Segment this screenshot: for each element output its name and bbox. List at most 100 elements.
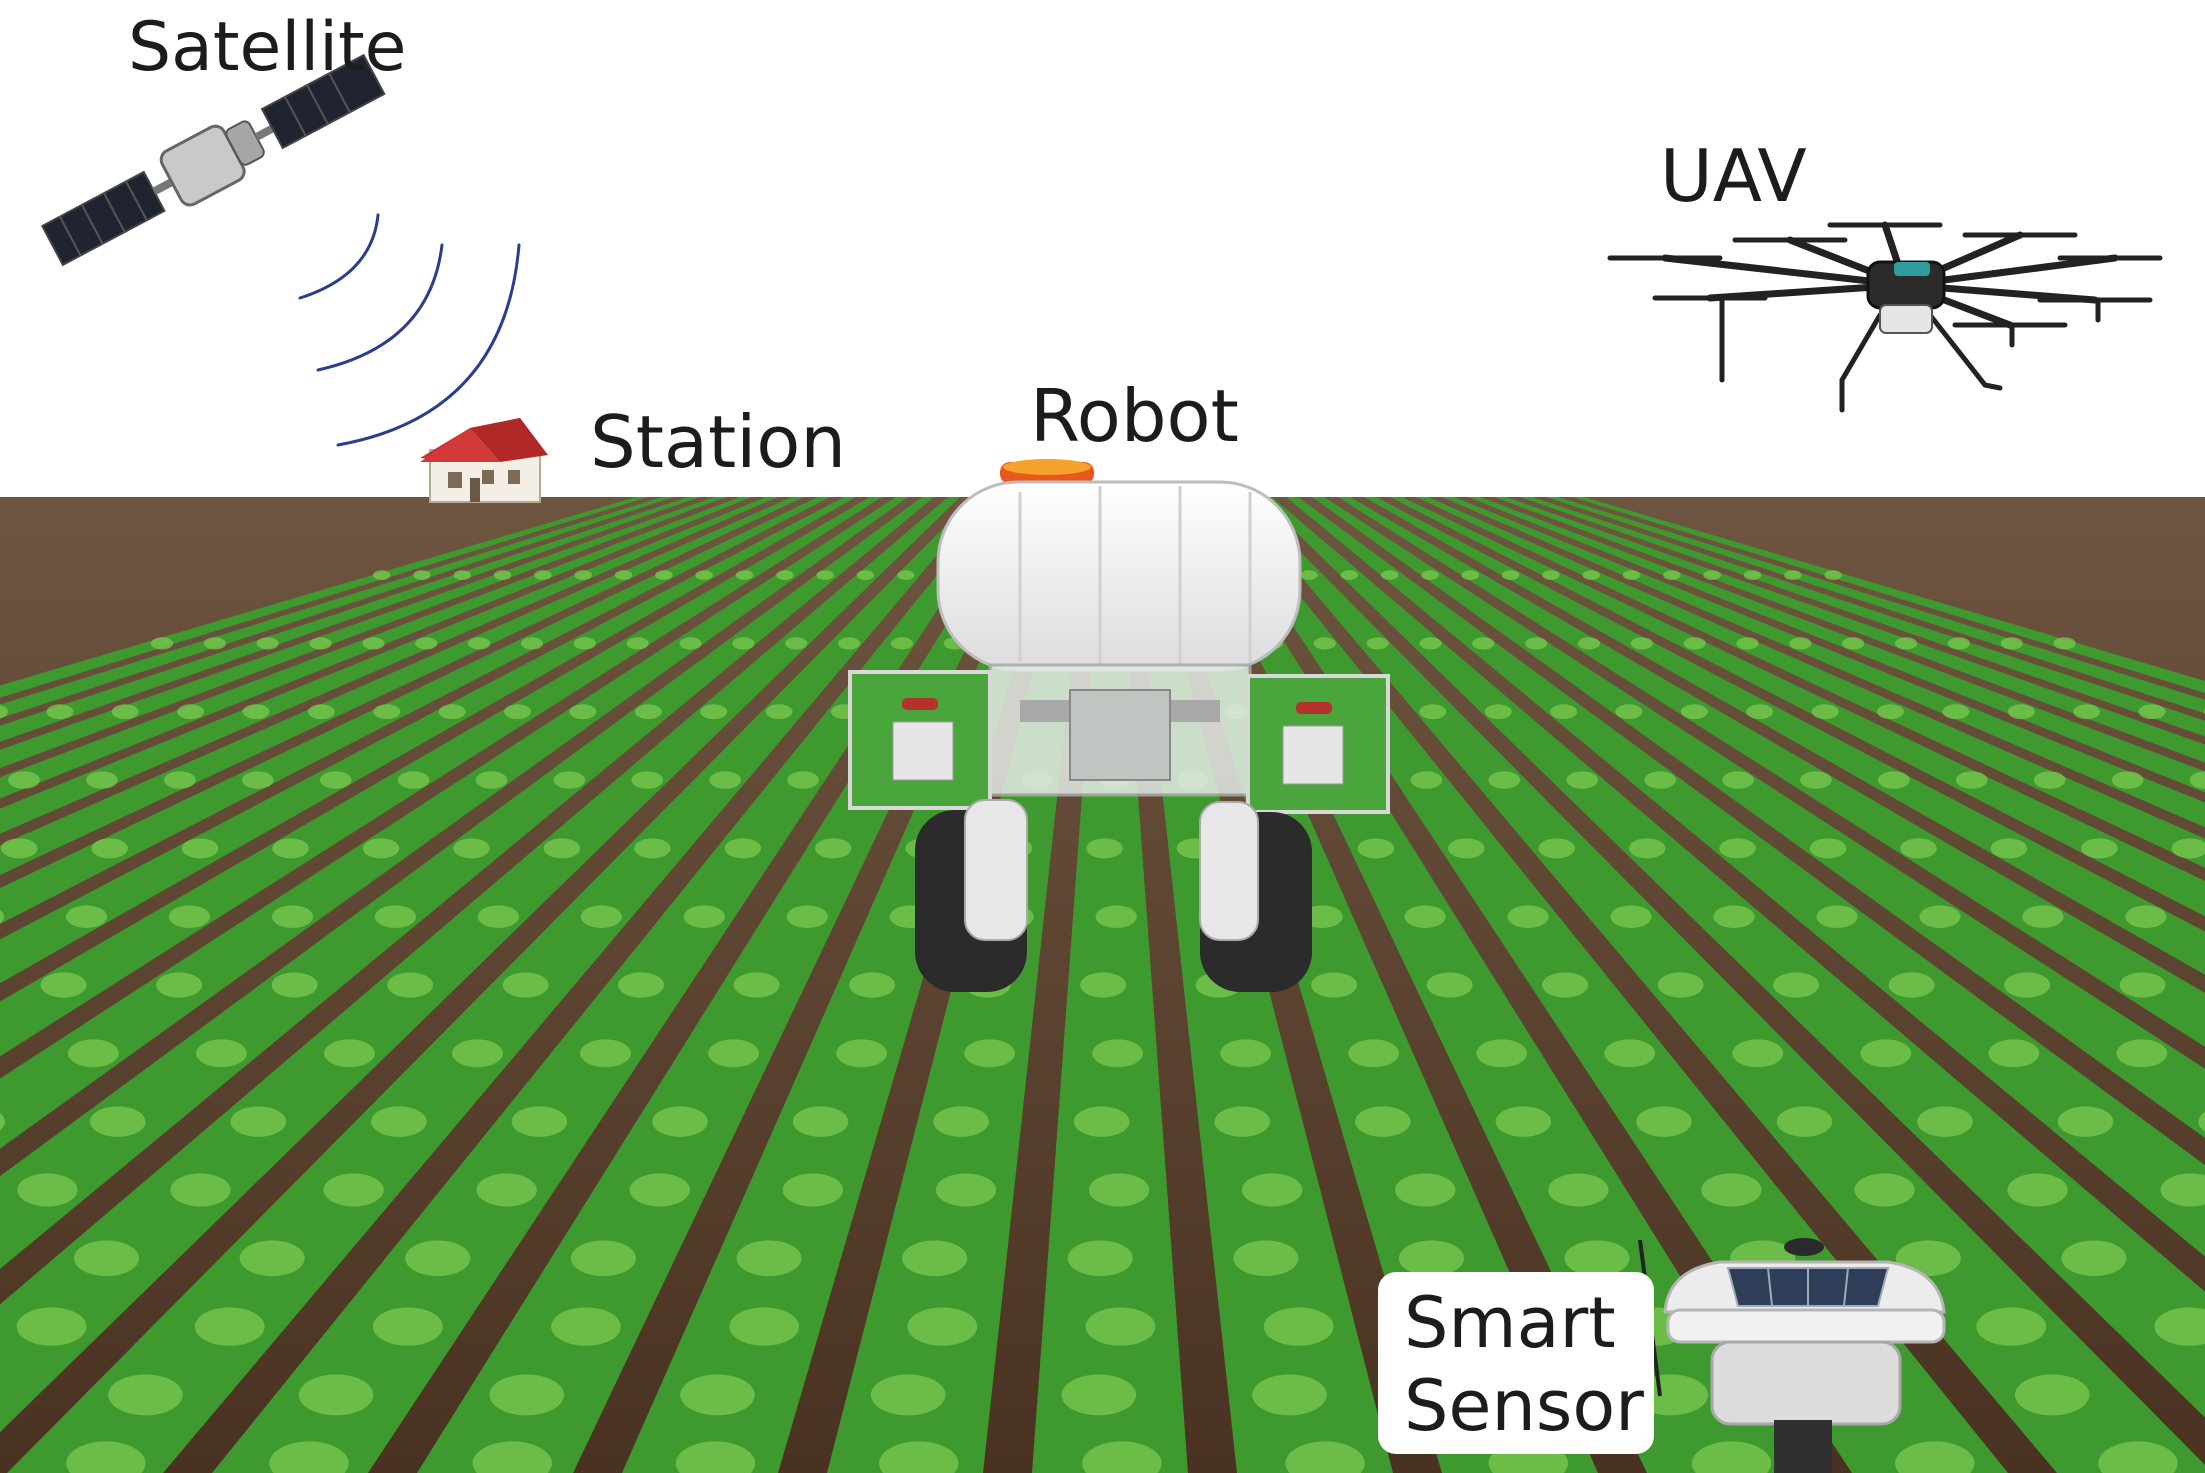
crop-row [0,497,700,742]
crop-leaf [680,1374,755,1416]
crop-leaf [372,570,391,580]
crop-leaf [1461,570,1479,580]
crop-row [0,497,882,1057]
crop-leaf [907,1307,978,1346]
sensor-icon [1638,1238,1946,1473]
crop-leaf [2138,704,2166,720]
crop-leaf [1976,1307,2047,1346]
crop-leaf [776,570,794,580]
crop-leaf [1419,704,1447,720]
crop-leaf [792,1106,849,1137]
crop-leaf [1582,570,1600,580]
crop-leaf [1476,1039,1528,1068]
crop-leaf [1263,1307,1334,1346]
crop-leaf [679,637,702,650]
crop-leaf [614,570,633,580]
crop-leaf [700,704,728,720]
crop-leaf [1355,1106,1411,1137]
crop-leaf [1917,1106,1973,1137]
crop-leaf [1233,1240,1299,1277]
crop-leaf [1809,838,1847,859]
smart-sensor-label-line2: Sensor [1404,1364,1644,1447]
crop-leaf [534,570,552,580]
crop-leaf [626,637,649,650]
crop-leaf [196,1039,247,1068]
crop-leaf [2053,637,2076,650]
crop-leaf [902,1240,968,1277]
crop-leaf [618,972,665,998]
crop-leaf [580,905,622,929]
crop-leaf [733,972,780,998]
crop-leaf [1421,570,1439,580]
crop-leaf [1448,838,1485,859]
crop-leaf [573,637,596,650]
crop-row [1286,497,2205,1257]
crop-leaf [1811,704,1839,720]
crop-leaf [1085,1307,1156,1346]
crop-leaf [570,1240,636,1277]
crop-leaf [1854,1173,1915,1207]
crop-leaf [2004,972,2051,998]
crop-leaf [1080,972,1127,998]
crop-leaf [786,905,828,929]
crop-leaf [2198,1111,2205,1132]
crop-leaf [1577,637,1601,650]
crop-leaf [489,1374,565,1416]
crop-leaf [1214,1106,1270,1137]
crop-leaf [1404,905,1446,929]
crop-leaf [453,570,471,580]
crop-leaf [870,1374,946,1416]
crop-leaf [319,771,352,789]
crop-leaf [1736,637,1759,650]
crop-leaf [1990,838,2028,859]
crop-leaf [1285,1441,1365,1473]
crop-leaf [413,570,431,580]
crop-leaf [629,1173,690,1207]
crop-leaf [655,570,673,580]
crop-leaf [8,771,40,789]
crop-leaf [1895,1441,1975,1473]
crop-leaf [203,637,226,650]
crop-leaf [1988,1039,2040,1068]
crop-leaf [272,838,309,859]
crop-leaf [74,1240,140,1277]
crop-leaf [1900,838,1937,859]
crop-leaf [1088,1173,1150,1207]
crop-leaf [1732,1039,1784,1068]
crop-leaf [1800,771,1832,789]
crop-leaf [1842,637,1865,650]
crop-leaf [964,1039,1015,1068]
crop-leaf [0,704,8,719]
crop-leaf [1340,570,1359,580]
station-label: Station [590,400,846,484]
crop-leaf [1776,1106,1833,1137]
crop-leaf [307,704,335,720]
crop-leaf [1548,1173,1609,1207]
crop-leaf [373,704,401,720]
crop-leaf [1252,1374,1327,1416]
crop-leaf [453,838,490,859]
uav-label: UAV [1660,134,1807,218]
crop-leaf [1877,771,1910,789]
smart-sensor-label-box [1378,1272,1654,1454]
crop-leaf [1628,838,1666,859]
crop-leaf [708,1039,759,1068]
crop-leaf [1622,570,1641,580]
crop-leaf [156,972,203,998]
crop-leaf [2125,905,2167,929]
crop-leaf [2154,1307,2205,1346]
crop-leaf [1564,1240,1630,1277]
crop-leaf [1888,972,1935,998]
crop-leaf [2014,1374,2090,1416]
crop-leaf [1086,838,1123,859]
crop-leaf [2189,771,2205,789]
crop-leaf [1525,637,1548,650]
crop-leaf [2000,637,2023,650]
crop-leaf [374,905,417,929]
crop-leaf [785,637,808,650]
crop-leaf [1722,771,1754,789]
crop-leaf [163,771,196,789]
crop-leaf [472,1441,552,1473]
crop-leaf [108,1374,183,1416]
crop-row [0,497,960,1433]
